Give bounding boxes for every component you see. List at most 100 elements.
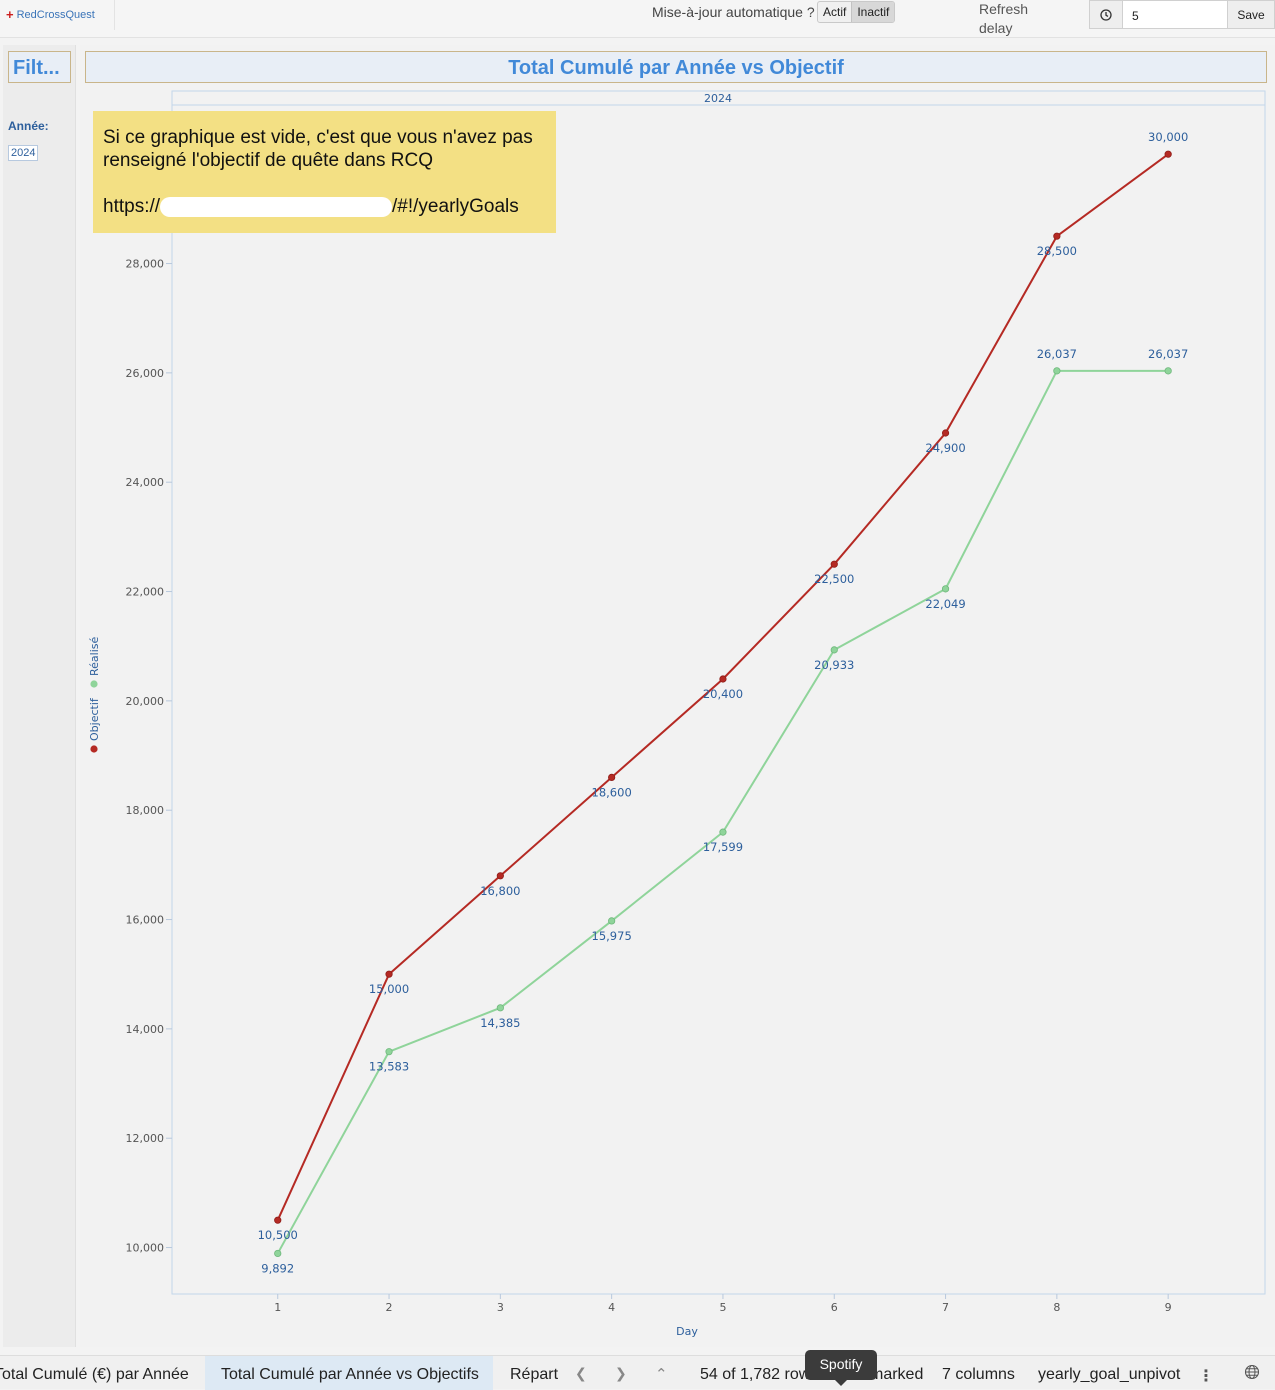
legend-label: Réalisé xyxy=(88,636,101,676)
logo-divider xyxy=(114,0,115,30)
data-point[interactable] xyxy=(1053,232,1061,240)
double-chevron-up-icon[interactable]: ⌃ xyxy=(655,1366,668,1383)
save-button[interactable]: Save xyxy=(1227,1,1274,28)
x-tick-label: 6 xyxy=(831,1301,838,1314)
tab-total-cumule-vs-objectifs[interactable]: Total Cumulé par Année vs Objectifs xyxy=(205,1356,493,1390)
data-label: 20,933 xyxy=(814,658,854,672)
data-label: 30,000 xyxy=(1148,130,1188,144)
y-tick-label: 26,000 xyxy=(126,367,165,380)
note-url-end: /#!/yearlyGoals xyxy=(392,196,519,217)
tab-repartition[interactable]: Répart xyxy=(510,1366,558,1383)
tooltip: Spotify xyxy=(805,1350,877,1386)
x-tick-label: 7 xyxy=(942,1301,949,1314)
legend-marker[interactable] xyxy=(90,745,98,753)
legend-marker[interactable] xyxy=(90,680,98,688)
y-tick-label: 20,000 xyxy=(126,695,165,708)
year-filter-label: Année: xyxy=(8,119,49,133)
data-point[interactable] xyxy=(830,560,838,568)
data-point[interactable] xyxy=(385,970,393,978)
viz-title: Total Cumulé par Année vs Objectif xyxy=(85,51,1267,83)
legend-label: Objectif xyxy=(88,697,101,741)
x-tick-label: 9 xyxy=(1165,1301,1172,1314)
data-label: 22,500 xyxy=(814,572,854,586)
x-tick-label: 2 xyxy=(386,1301,393,1314)
data-label: 20,400 xyxy=(703,687,743,701)
data-label: 24,900 xyxy=(925,441,965,455)
auto-update-label: Mise-à-jour automatique ? xyxy=(652,4,815,20)
data-point[interactable] xyxy=(941,429,950,437)
toggle-actif-button[interactable]: Actif xyxy=(823,5,847,19)
data-point[interactable] xyxy=(830,646,838,654)
columns-status: 7 columns xyxy=(942,1366,1015,1383)
toggle-inactif-button[interactable]: Inactif xyxy=(851,2,895,22)
table-name[interactable]: yearly_goal_unpivot xyxy=(1038,1366,1181,1383)
more-vertical-icon[interactable]: ⋮ xyxy=(1198,1368,1214,1385)
data-label: 15,975 xyxy=(592,929,632,943)
y-tick-label: 12,000 xyxy=(126,1132,165,1145)
x-tick-label: 8 xyxy=(1053,1301,1060,1314)
x-tick-label: 3 xyxy=(497,1301,504,1314)
data-label: 26,037 xyxy=(1037,347,1077,361)
legend: Objectif Réalisé xyxy=(88,636,101,753)
refresh-label-line1: Refresh xyxy=(979,1,1029,17)
data-label: 10,500 xyxy=(258,1228,298,1242)
refresh-delay-control: 5 Save xyxy=(1089,0,1275,29)
refresh-delay-input[interactable]: 5 xyxy=(1132,9,1139,23)
y-tick-label: 22,000 xyxy=(126,586,165,599)
data-label: 15,000 xyxy=(369,982,409,996)
data-label: 14,385 xyxy=(480,1016,520,1030)
panel-header-label: 2024 xyxy=(704,92,732,105)
logo-text: RedCrossQuest xyxy=(16,8,95,21)
data-point[interactable] xyxy=(274,1216,282,1224)
data-label: 17,599 xyxy=(703,840,743,854)
data-point[interactable] xyxy=(1053,367,1061,375)
filter-panel-title[interactable]: Filt... xyxy=(8,51,71,83)
note-url-start: https:// xyxy=(103,196,161,217)
auto-update-toggle: Actif Inactif xyxy=(817,1,896,23)
empty-chart-note: Si ce graphique est vide, c'est que vous… xyxy=(93,111,556,233)
data-point[interactable] xyxy=(1164,367,1172,375)
x-tick-label: 4 xyxy=(608,1301,615,1314)
x-tick-label: 1 xyxy=(274,1301,281,1314)
clock-icon xyxy=(1090,1,1123,28)
y-tick-label: 14,000 xyxy=(126,1023,165,1036)
data-point[interactable] xyxy=(1164,150,1172,158)
top-bar: + RedCrossQuest Mise-à-jour automatique … xyxy=(0,0,1275,38)
tab-total-cumule-par-annee[interactable]: Total Cumulé (€) par Année xyxy=(0,1366,189,1383)
data-point[interactable] xyxy=(496,1004,504,1012)
data-point[interactable] xyxy=(941,585,950,593)
y-tick-label: 16,000 xyxy=(126,914,165,927)
data-label: 28,500 xyxy=(1037,244,1077,258)
data-point[interactable] xyxy=(608,917,616,925)
y-tick-label: 24,000 xyxy=(126,476,165,489)
data-label: 22,049 xyxy=(925,597,965,611)
refresh-label-line2: delay xyxy=(979,20,1013,36)
bottom-tab-bar: Total Cumulé (€) par Année Total Cumulé … xyxy=(0,1355,1275,1390)
x-axis-label: Day xyxy=(676,1325,698,1338)
chevron-right-icon[interactable]: ❯ xyxy=(615,1365,627,1381)
panel-header xyxy=(171,90,1266,106)
y-tick-label: 10,000 xyxy=(126,1242,165,1255)
data-point[interactable] xyxy=(274,1249,282,1258)
data-point[interactable] xyxy=(719,828,727,836)
data-point[interactable] xyxy=(608,773,616,782)
data-label: 16,800 xyxy=(480,884,520,898)
app-logo[interactable]: + RedCrossQuest xyxy=(6,7,95,22)
data-label: 9,892 xyxy=(261,1261,294,1275)
note-url[interactable]: https:// /#!/yearlyGoals xyxy=(103,195,546,218)
y-tick-label: 28,000 xyxy=(126,258,165,271)
rows-status: 54 of 1,782 rows xyxy=(700,1366,819,1383)
data-point[interactable] xyxy=(385,1048,393,1056)
note-text: Si ce graphique est vide, c'est que vous… xyxy=(103,127,533,171)
chevron-left-icon[interactable]: ❮ xyxy=(575,1365,587,1381)
data-point[interactable] xyxy=(496,872,504,880)
data-label: 26,037 xyxy=(1148,347,1188,361)
red-cross-icon: + xyxy=(6,7,14,22)
x-tick-label: 5 xyxy=(719,1301,726,1314)
globe-icon[interactable] xyxy=(1244,1364,1260,1385)
y-tick-label: 18,000 xyxy=(126,804,165,817)
year-filter-value[interactable]: 2024 xyxy=(8,145,39,161)
data-label: 13,583 xyxy=(369,1060,409,1074)
data-point[interactable] xyxy=(719,675,727,683)
